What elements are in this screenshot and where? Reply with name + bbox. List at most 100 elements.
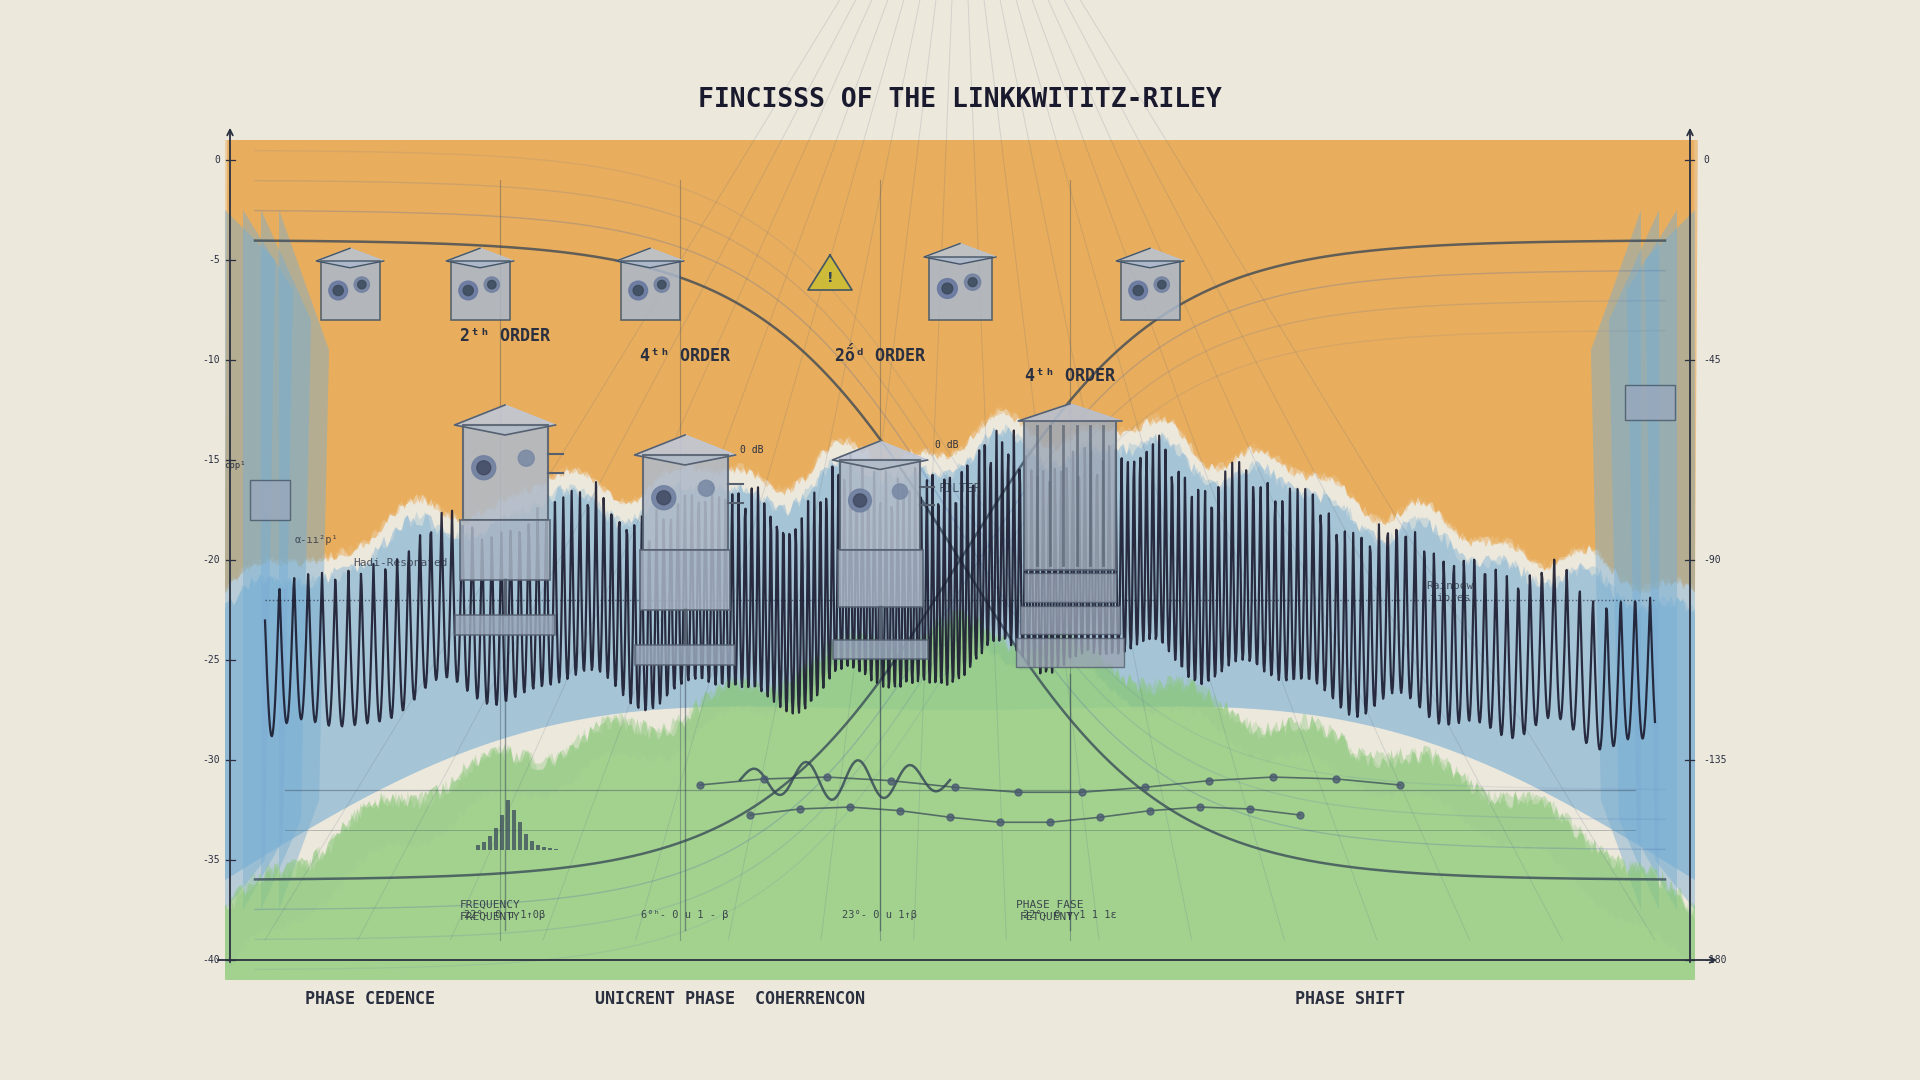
Polygon shape [1609,210,1659,910]
FancyBboxPatch shape [1023,573,1116,603]
Polygon shape [634,435,735,465]
Text: FILTER: FILTER [939,482,981,495]
Text: FREQUENCY
FREQUENTY: FREQUENCY FREQUENTY [459,900,520,921]
Text: -20: -20 [202,555,221,565]
Text: 4ᵗʰ ORDER: 4ᵗʰ ORDER [639,347,730,365]
Point [935,809,966,826]
Circle shape [893,484,908,499]
Polygon shape [1626,210,1676,910]
Text: Rainbow
fibres: Rainbow fibres [1427,581,1475,603]
Bar [482,842,486,850]
Circle shape [357,281,367,288]
Polygon shape [1645,210,1695,910]
Circle shape [484,276,499,293]
Text: 22°- 0 u 1↑0β: 22°- 0 u 1↑0β [465,910,545,920]
Text: -40: -40 [202,955,221,966]
Polygon shape [317,248,384,268]
Circle shape [1133,285,1142,296]
Text: 0 dB: 0 dB [739,445,764,455]
FancyBboxPatch shape [321,261,380,320]
Circle shape [634,285,643,296]
Circle shape [699,481,714,496]
Polygon shape [225,427,1695,880]
Circle shape [655,276,670,293]
FancyBboxPatch shape [929,257,991,320]
Polygon shape [261,210,311,910]
Text: FINCISSS OF THE LINKKWITITZ-RILEY: FINCISSS OF THE LINKKWITITZ-RILEY [699,87,1221,113]
Polygon shape [261,210,311,910]
Polygon shape [225,210,275,910]
FancyBboxPatch shape [451,261,509,320]
FancyBboxPatch shape [463,426,547,519]
FancyBboxPatch shape [1016,638,1123,666]
Polygon shape [244,210,294,910]
Polygon shape [225,140,1697,593]
Polygon shape [225,612,1695,980]
Polygon shape [278,210,328,910]
Polygon shape [225,424,1695,880]
Text: Hadi-Resonated: Hadi-Resonated [353,558,447,568]
Text: -180: -180 [1703,955,1726,966]
Circle shape [472,456,495,480]
Polygon shape [1592,210,1642,910]
Circle shape [657,281,666,288]
Polygon shape [1645,210,1695,910]
Polygon shape [833,441,927,470]
Text: PHASE CEDENCE: PHASE CEDENCE [305,990,436,1008]
Circle shape [463,285,474,296]
FancyBboxPatch shape [643,455,728,550]
Bar [488,836,492,850]
Point [939,779,970,796]
Text: 2ᵗʰ ORDER: 2ᵗʰ ORDER [461,327,549,345]
Circle shape [476,461,492,475]
Text: -35: -35 [202,855,221,865]
Bar [499,815,505,850]
Bar [547,848,553,850]
Point [1035,813,1066,831]
FancyBboxPatch shape [833,640,927,659]
Text: 0: 0 [215,156,221,165]
Point [1235,800,1265,818]
Point [1321,770,1352,787]
Circle shape [328,281,348,300]
Circle shape [937,279,958,298]
Point [1085,809,1116,826]
Polygon shape [225,210,275,910]
Polygon shape [445,248,515,268]
Circle shape [964,274,981,291]
Circle shape [353,276,369,293]
Circle shape [332,285,344,296]
Circle shape [651,486,676,510]
Text: 4ᵗʰ ORDER: 4ᵗʰ ORDER [1025,367,1116,384]
Circle shape [657,490,670,504]
Text: PHASE SHIFT: PHASE SHIFT [1294,990,1405,1008]
Polygon shape [244,210,294,910]
Polygon shape [261,210,311,910]
Point [735,807,766,824]
Text: 0: 0 [1703,156,1709,165]
Polygon shape [225,609,1695,980]
Bar [524,834,528,850]
Polygon shape [1645,210,1695,910]
Text: !: ! [828,271,833,285]
Text: -25: -25 [202,654,221,665]
Text: cpp¹: cpp¹ [225,460,246,470]
FancyBboxPatch shape [620,261,680,320]
Point [1384,777,1415,794]
Polygon shape [225,609,1695,980]
Polygon shape [225,635,1695,980]
Point [1066,784,1096,801]
Point [1194,772,1225,789]
Text: 2ṍᵈ ORDER: 2ṍᵈ ORDER [835,347,925,365]
Polygon shape [1626,210,1676,910]
Circle shape [630,281,647,300]
Polygon shape [225,637,1695,980]
Polygon shape [1018,404,1121,421]
Polygon shape [924,243,996,265]
FancyBboxPatch shape [1624,384,1674,420]
Polygon shape [455,405,555,435]
Polygon shape [244,210,294,910]
Circle shape [488,281,495,288]
Circle shape [968,278,977,286]
Circle shape [849,489,872,512]
